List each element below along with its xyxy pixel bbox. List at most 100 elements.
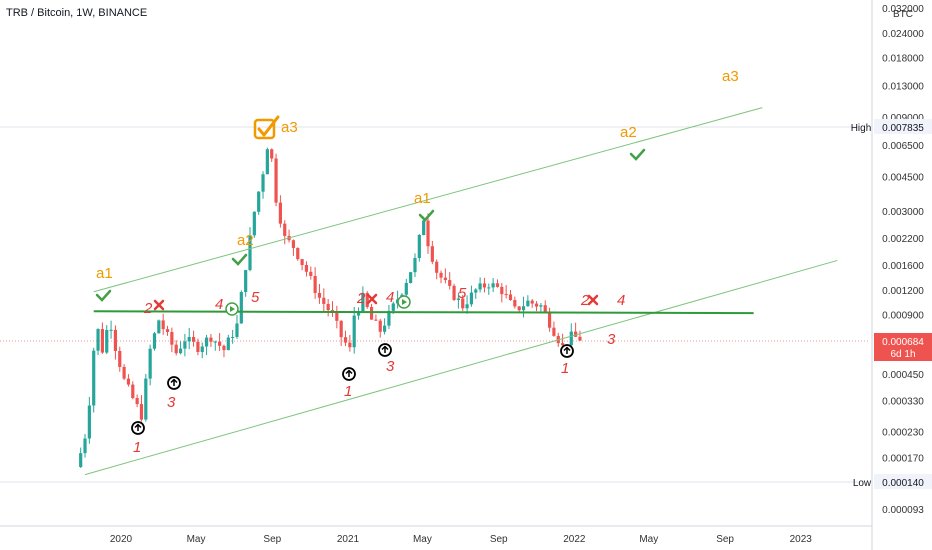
- wave-number-3-b: 3: [386, 358, 395, 375]
- candle: [183, 333, 187, 357]
- trendline-lower-line: [84, 259, 838, 476]
- check-icon-a1-left: [95, 289, 112, 302]
- last-price-countdown: 6d 1h: [890, 349, 915, 360]
- candle: [296, 247, 300, 261]
- candle: [122, 364, 126, 381]
- high-value: 0.007835: [882, 123, 924, 134]
- candle: [231, 329, 235, 344]
- check-icon-a2-right: [629, 148, 646, 161]
- candle: [265, 147, 269, 175]
- price-tick-label: 0.000330: [882, 397, 924, 408]
- candle: [504, 285, 508, 299]
- candle: [222, 344, 226, 358]
- candle: [409, 271, 413, 284]
- price-tick-label: 0.003000: [882, 207, 924, 218]
- candle: [200, 342, 204, 359]
- candle: [348, 334, 352, 352]
- price-tick-label: 0.024000: [882, 29, 924, 40]
- wave-number-1-b: 1: [344, 383, 352, 400]
- x-icon-right: [587, 294, 599, 306]
- price-tick-label: 0.032000: [882, 4, 924, 15]
- candle: [578, 330, 582, 342]
- price-tick-label: 0.000900: [882, 311, 924, 322]
- candle: [270, 148, 274, 163]
- candle: [543, 300, 547, 314]
- candle: [382, 318, 387, 335]
- price-tick-label: 0.000170: [882, 453, 924, 464]
- time-tick-label: May: [413, 534, 432, 545]
- candle: [87, 396, 91, 444]
- play-circle-icon-left: [225, 302, 239, 316]
- candles-group: [79, 147, 582, 468]
- candle: [96, 328, 100, 356]
- chart-title: TRB / Bitcoin, 1W, BINANCE: [6, 7, 147, 19]
- candle: [291, 239, 296, 256]
- candle: [526, 295, 530, 307]
- candle: [435, 259, 439, 280]
- price-tick-label: 0.013000: [882, 81, 924, 92]
- candle: [278, 195, 282, 228]
- candle: [322, 288, 326, 312]
- check-icon-a1-right: [418, 209, 435, 222]
- orange-checkbox-icon: [253, 115, 280, 140]
- price-tick-label: 0.006500: [882, 141, 924, 152]
- candle: [105, 325, 109, 355]
- candle: [530, 299, 534, 308]
- time-tick-label: 2021: [337, 534, 360, 545]
- candle: [361, 286, 365, 313]
- candle: [452, 283, 456, 302]
- candle: [387, 304, 391, 330]
- candle: [226, 334, 230, 351]
- axis-unit: BTC: [893, 9, 913, 20]
- candle: [413, 253, 417, 278]
- candle: [135, 394, 139, 408]
- candle: [174, 340, 178, 356]
- candle: [274, 153, 278, 207]
- candle: [495, 279, 500, 288]
- time-tick-label: May: [187, 534, 206, 545]
- candle: [152, 331, 157, 351]
- wave-number-1-a: 1: [133, 439, 141, 456]
- candle: [448, 272, 452, 290]
- candle: [439, 270, 443, 284]
- candle: [83, 434, 87, 458]
- candle: [144, 373, 148, 422]
- candle: [191, 330, 196, 347]
- candle: [287, 229, 291, 243]
- wave-number-3-c: 3: [607, 331, 616, 348]
- candle: [456, 292, 460, 309]
- price-tick-label: 0.000450: [882, 370, 924, 381]
- candle: [283, 220, 287, 245]
- up-arrow-circle-icon-5: [560, 344, 574, 358]
- horizontal-line: [93, 310, 754, 315]
- last-price-box: [874, 333, 932, 361]
- wave-number-5-a: 5: [251, 289, 260, 306]
- candle: [170, 327, 174, 353]
- low-label: Low: [853, 478, 872, 489]
- candle: [109, 320, 113, 339]
- time-tick-label: Sep: [490, 534, 508, 545]
- candle: [79, 447, 83, 468]
- candle: [126, 374, 131, 387]
- check-icon-a2-left: [231, 253, 248, 266]
- wave-number-4-a: 4: [215, 296, 223, 313]
- candle: [113, 325, 118, 360]
- candle: [539, 303, 543, 312]
- candle: [148, 344, 152, 386]
- wave-number-1-c: 1: [561, 360, 569, 377]
- up-arrow-circle-icon-1: [131, 421, 145, 435]
- candle: [356, 307, 361, 320]
- candle: [317, 284, 322, 304]
- candle: [213, 340, 217, 351]
- time-tick-label: 2022: [563, 534, 586, 545]
- candle: [165, 325, 170, 336]
- price-tick-label: 0.002200: [882, 234, 924, 245]
- up-arrow-circle-icon-3: [342, 367, 356, 381]
- candle: [482, 277, 487, 293]
- low-value: 0.000140: [882, 478, 924, 489]
- candle: [417, 233, 421, 262]
- price-axis: 0.032000 0.024000 0.018000 0.013000 0.009000…: [882, 4, 924, 516]
- wave-number-2-c: 2: [580, 292, 590, 309]
- price-tick-label: 0.000093: [882, 505, 924, 516]
